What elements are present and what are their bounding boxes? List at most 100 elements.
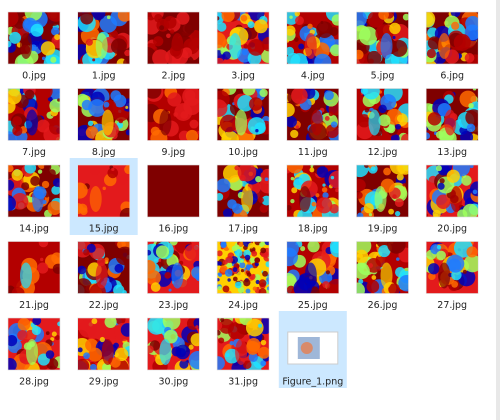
cat-silhouette bbox=[32, 186, 44, 212]
file-item[interactable]: 28.jpg bbox=[3, 313, 65, 388]
file-item[interactable]: 6.jpg bbox=[418, 7, 483, 82]
thumbnail-blob bbox=[45, 331, 50, 336]
thumbnail-blob bbox=[217, 32, 226, 49]
thumbnail-blob bbox=[169, 241, 178, 246]
thumbnail-blob bbox=[164, 272, 172, 279]
file-item[interactable]: Figure_1.png bbox=[278, 311, 347, 388]
thumbnail-blob bbox=[243, 279, 251, 287]
thumbnail bbox=[356, 88, 409, 141]
file-item[interactable]: 1.jpg bbox=[73, 6, 134, 82]
file-item[interactable]: 8.jpg bbox=[76, 88, 135, 158]
thumbnail-blob bbox=[389, 22, 401, 35]
thumbnail-blob bbox=[330, 121, 338, 128]
thumbnail-blob bbox=[364, 165, 370, 168]
thumbnail-blob bbox=[110, 38, 127, 55]
file-item[interactable]: 9.jpg bbox=[142, 82, 201, 158]
thumbnail-blob bbox=[50, 56, 57, 63]
file-item[interactable]: 15.jpg bbox=[69, 158, 138, 235]
thumbnail-blob bbox=[159, 25, 165, 31]
thumbnail-blob bbox=[11, 192, 29, 210]
thumbnail-blob bbox=[88, 347, 103, 362]
file-name: 24.jpg bbox=[228, 300, 258, 311]
thumbnail-blob bbox=[220, 242, 227, 249]
thumbnail-blob bbox=[291, 187, 298, 194]
file-item[interactable]: 14.jpg bbox=[0, 158, 63, 235]
thumbnail-detail bbox=[300, 342, 313, 354]
file-item[interactable]: 25.jpg bbox=[279, 239, 346, 311]
thumbnail-blob bbox=[356, 191, 363, 199]
thumbnail-blob bbox=[11, 277, 22, 288]
cat-silhouette bbox=[438, 262, 451, 289]
file-item[interactable]: 11.jpg bbox=[281, 81, 346, 158]
thumbnail bbox=[77, 241, 130, 294]
file-name: 12.jpg bbox=[368, 147, 398, 158]
file-item[interactable]: 27.jpg bbox=[418, 234, 481, 311]
file-item[interactable]: 12.jpg bbox=[356, 82, 417, 158]
file-item[interactable]: 20.jpg bbox=[425, 158, 485, 235]
file-item[interactable]: 18.jpg bbox=[285, 157, 346, 235]
file-item[interactable]: 13.jpg bbox=[419, 87, 484, 158]
file-item[interactable]: 29.jpg bbox=[70, 315, 134, 388]
thumbnail bbox=[77, 318, 130, 370]
thumbnail-blob bbox=[259, 177, 270, 194]
thumbnail-blob bbox=[234, 165, 240, 171]
thumbnail bbox=[147, 241, 200, 294]
thumbnail-blob bbox=[174, 103, 193, 121]
thumbnail-border bbox=[356, 88, 409, 141]
file-item[interactable]: 24.jpg bbox=[216, 238, 273, 311]
cat-silhouette bbox=[26, 109, 38, 136]
file-item[interactable]: 31.jpg bbox=[211, 312, 273, 388]
thumbnail-blob bbox=[362, 88, 380, 100]
thumbnail bbox=[356, 165, 409, 217]
file-item[interactable]: 4.jpg bbox=[283, 3, 344, 82]
thumbnail-blob bbox=[257, 168, 263, 174]
thumbnail-blob bbox=[253, 19, 268, 34]
thumbnail-blob bbox=[51, 185, 60, 195]
thumbnail-blob bbox=[153, 36, 164, 47]
file-item[interactable]: 23.jpg bbox=[141, 236, 203, 311]
thumbnail-blob bbox=[217, 286, 222, 291]
thumbnail-blob bbox=[17, 318, 31, 331]
thumbnail bbox=[217, 241, 270, 294]
file-item[interactable]: 22.jpg bbox=[72, 236, 134, 311]
file-item[interactable]: 0.jpg bbox=[1, 3, 65, 82]
thumbnail-blob bbox=[356, 282, 365, 294]
file-name: 20.jpg bbox=[437, 224, 467, 235]
file-item[interactable]: 10.jpg bbox=[210, 82, 273, 158]
file-item[interactable]: 17.jpg bbox=[212, 160, 276, 235]
thumbnail-blob bbox=[466, 246, 478, 258]
thumbnail bbox=[286, 165, 339, 217]
thumbnail-blob bbox=[11, 169, 23, 181]
thumbnail bbox=[147, 88, 200, 141]
file-item[interactable]: 30.jpg bbox=[146, 312, 207, 388]
file-item[interactable]: 7.jpg bbox=[0, 80, 66, 158]
file-name: 25.jpg bbox=[298, 300, 328, 311]
thumbnail-blob bbox=[217, 22, 227, 32]
thumbnail-blob bbox=[324, 116, 330, 121]
thumbnail-blob bbox=[357, 212, 364, 217]
thumbnail bbox=[286, 241, 339, 294]
thumbnail-blob bbox=[226, 256, 234, 264]
thumbnail-blob bbox=[401, 133, 409, 141]
thumbnail-blob bbox=[52, 263, 60, 275]
thumbnail-blob bbox=[169, 29, 175, 34]
thumbnail-blob bbox=[147, 259, 156, 275]
file-item[interactable]: 5.jpg bbox=[350, 9, 416, 82]
thumbnail-blob bbox=[396, 257, 400, 261]
file-item[interactable]: 21.jpg bbox=[6, 238, 64, 311]
thumbnail-blob bbox=[173, 112, 179, 117]
file-item[interactable]: 26.jpg bbox=[350, 235, 417, 311]
cat-silhouette bbox=[229, 33, 242, 59]
file-item[interactable]: 3.jpg bbox=[210, 5, 277, 82]
thumbnail-blob bbox=[390, 40, 408, 57]
thumbnail-blob bbox=[249, 257, 256, 264]
cat-silhouette bbox=[89, 186, 102, 212]
file-item[interactable]: 19.jpg bbox=[351, 157, 412, 235]
thumbnail-blob bbox=[286, 247, 298, 267]
file-item[interactable]: 2.jpg bbox=[139, 3, 203, 82]
thumbnail-blob bbox=[254, 262, 259, 267]
thumbnail-blob bbox=[124, 165, 130, 175]
thumbnail bbox=[8, 318, 60, 370]
thumbnail-blob bbox=[51, 27, 60, 36]
file-item[interactable]: 16.jpg bbox=[147, 164, 200, 235]
